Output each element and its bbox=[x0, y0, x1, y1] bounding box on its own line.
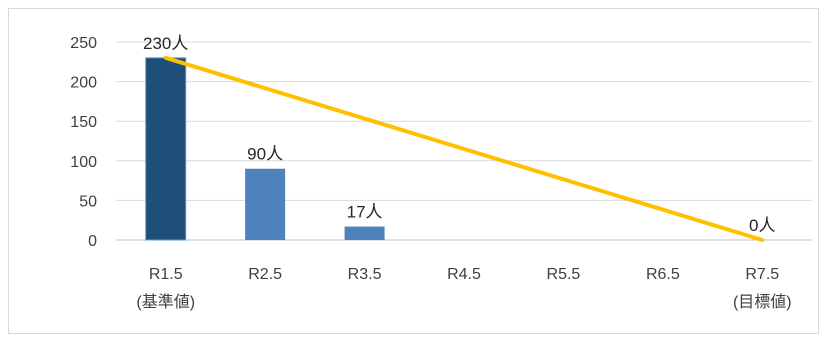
bar-R1.5 bbox=[145, 57, 187, 241]
bar-R3.5 bbox=[344, 226, 385, 240]
chart-frame bbox=[8, 8, 819, 334]
y-tick-label: 100 bbox=[70, 154, 97, 171]
data-label: 0人 bbox=[749, 216, 775, 235]
x-tick-sublabel: (基準値) bbox=[136, 293, 195, 311]
bar-R2.5 bbox=[245, 168, 286, 240]
x-tick-label: R4.5 bbox=[447, 266, 481, 283]
x-tick-label: R3.5 bbox=[348, 266, 382, 283]
y-tick-label: 150 bbox=[70, 114, 97, 131]
x-tick-label: R1.5 bbox=[149, 266, 183, 283]
data-label: 230人 bbox=[143, 34, 188, 53]
x-tick-label: R6.5 bbox=[646, 266, 680, 283]
y-tick-label: 0 bbox=[88, 233, 97, 250]
data-label: 17人 bbox=[347, 203, 383, 222]
y-tick-label: 50 bbox=[79, 193, 97, 210]
y-tick-label: 200 bbox=[70, 75, 97, 92]
x-tick-label: R5.5 bbox=[547, 266, 581, 283]
target-line bbox=[163, 55, 765, 242]
data-label: 90人 bbox=[247, 145, 283, 164]
x-tick-sublabel: (目標値) bbox=[733, 293, 792, 311]
x-tick-label: R2.5 bbox=[248, 266, 282, 283]
x-tick-label: R7.5 bbox=[745, 266, 779, 283]
y-tick-label: 250 bbox=[70, 35, 97, 52]
